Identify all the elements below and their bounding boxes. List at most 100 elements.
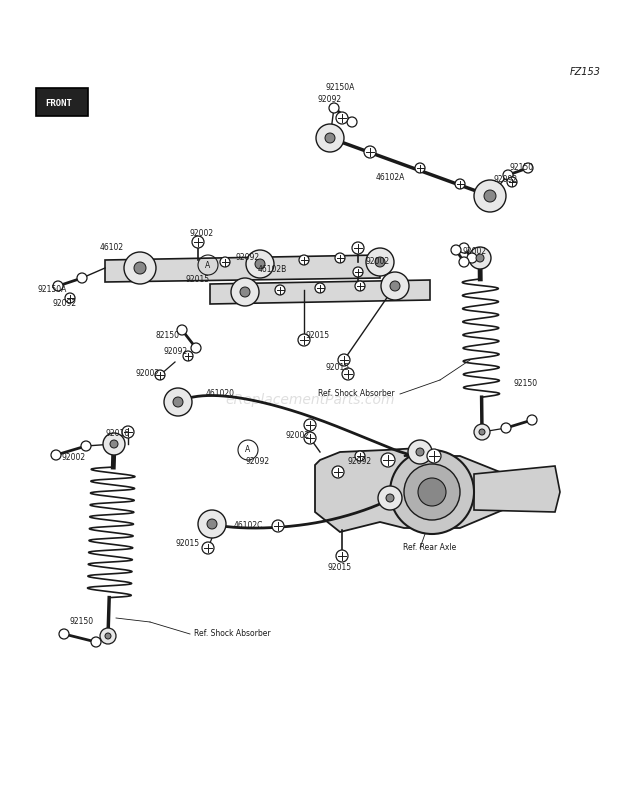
Circle shape <box>342 368 354 380</box>
Text: 92002: 92002 <box>463 247 487 256</box>
Polygon shape <box>474 466 560 512</box>
Text: 46102C: 46102C <box>233 521 263 530</box>
Circle shape <box>336 550 348 562</box>
Text: 92015: 92015 <box>328 564 352 573</box>
Circle shape <box>316 124 344 152</box>
Text: 92002: 92002 <box>366 258 390 267</box>
Circle shape <box>355 451 365 461</box>
Text: 92002: 92002 <box>62 453 86 462</box>
Circle shape <box>507 177 517 187</box>
Circle shape <box>390 450 474 534</box>
Text: 92092: 92092 <box>236 254 260 263</box>
Circle shape <box>474 424 490 440</box>
Text: 46102B: 46102B <box>257 265 286 274</box>
Circle shape <box>415 163 425 173</box>
Text: 92015: 92015 <box>176 539 200 548</box>
Circle shape <box>381 453 395 467</box>
Text: A: A <box>205 260 211 269</box>
Text: 461020: 461020 <box>205 389 234 398</box>
Circle shape <box>272 520 284 532</box>
Text: 92092: 92092 <box>246 457 270 466</box>
Circle shape <box>418 478 446 506</box>
Circle shape <box>81 441 91 451</box>
FancyBboxPatch shape <box>36 88 88 116</box>
Circle shape <box>134 262 146 274</box>
Text: 92092: 92092 <box>164 347 188 357</box>
Circle shape <box>390 281 400 291</box>
Circle shape <box>103 433 125 455</box>
Text: Ref. Shock Absorber: Ref. Shock Absorber <box>317 389 394 398</box>
Circle shape <box>484 190 496 202</box>
Circle shape <box>416 448 424 456</box>
Text: 92150A: 92150A <box>37 285 67 294</box>
Text: 92150: 92150 <box>510 164 534 173</box>
Circle shape <box>191 343 201 353</box>
Circle shape <box>240 287 250 297</box>
Circle shape <box>378 486 402 510</box>
Circle shape <box>59 629 69 639</box>
Circle shape <box>338 354 350 366</box>
Circle shape <box>246 250 274 278</box>
Circle shape <box>124 252 156 284</box>
Text: 92002: 92002 <box>286 431 310 440</box>
Text: 92015: 92015 <box>326 363 350 372</box>
Polygon shape <box>315 448 510 532</box>
Circle shape <box>347 117 357 127</box>
Text: 46102: 46102 <box>100 243 124 252</box>
Circle shape <box>329 103 339 113</box>
Circle shape <box>375 257 385 267</box>
Text: 92092: 92092 <box>53 299 77 308</box>
Circle shape <box>122 426 134 438</box>
Circle shape <box>220 257 230 267</box>
Circle shape <box>364 146 376 158</box>
Circle shape <box>523 163 533 173</box>
Circle shape <box>474 180 506 212</box>
Text: 92150: 92150 <box>70 617 94 627</box>
Circle shape <box>469 247 491 269</box>
Text: 46102A: 46102A <box>375 174 405 182</box>
Circle shape <box>501 423 511 433</box>
Text: 92015: 92015 <box>306 332 330 341</box>
Circle shape <box>451 245 461 255</box>
Circle shape <box>304 432 316 444</box>
Circle shape <box>77 273 87 283</box>
Circle shape <box>192 236 204 248</box>
Text: 92092: 92092 <box>348 457 372 466</box>
Text: A: A <box>246 445 250 454</box>
Text: Ref. Shock Absorber: Ref. Shock Absorber <box>193 629 270 638</box>
Circle shape <box>479 429 485 435</box>
Circle shape <box>315 283 325 293</box>
Circle shape <box>404 464 460 520</box>
Circle shape <box>355 281 365 291</box>
Circle shape <box>325 133 335 143</box>
Circle shape <box>527 415 537 425</box>
Circle shape <box>381 272 409 300</box>
Circle shape <box>202 542 214 554</box>
Text: FRONT: FRONT <box>45 98 73 108</box>
Circle shape <box>335 253 345 263</box>
Text: 92150: 92150 <box>514 380 538 388</box>
Circle shape <box>366 248 394 276</box>
Circle shape <box>91 637 101 647</box>
Text: 92002: 92002 <box>136 370 160 379</box>
Circle shape <box>275 285 285 295</box>
Circle shape <box>231 278 259 306</box>
Text: 92092: 92092 <box>494 175 518 184</box>
Circle shape <box>352 242 364 254</box>
Circle shape <box>110 440 118 448</box>
Circle shape <box>386 494 394 502</box>
Circle shape <box>65 293 75 303</box>
Polygon shape <box>210 280 430 304</box>
Circle shape <box>183 351 193 361</box>
Circle shape <box>207 519 217 529</box>
Circle shape <box>353 267 363 277</box>
Text: 92015: 92015 <box>186 276 210 285</box>
Text: 92150A: 92150A <box>326 84 355 92</box>
Circle shape <box>476 254 484 262</box>
Text: 92016: 92016 <box>106 430 130 439</box>
Circle shape <box>105 633 111 639</box>
Circle shape <box>503 170 513 180</box>
Circle shape <box>332 466 344 478</box>
Circle shape <box>155 370 165 380</box>
Circle shape <box>459 257 469 267</box>
